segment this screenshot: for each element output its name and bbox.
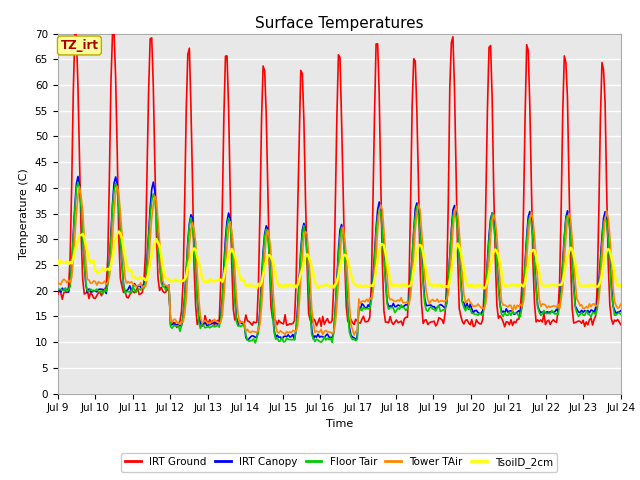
Legend: IRT Ground, IRT Canopy, Floor Tair, Tower TAir, TsoilD_2cm: IRT Ground, IRT Canopy, Floor Tair, Towe… — [121, 453, 557, 472]
Text: TZ_irt: TZ_irt — [60, 39, 99, 52]
Y-axis label: Temperature (C): Temperature (C) — [19, 168, 29, 259]
X-axis label: Time: Time — [326, 419, 353, 429]
Title: Surface Temperatures: Surface Temperatures — [255, 16, 424, 31]
